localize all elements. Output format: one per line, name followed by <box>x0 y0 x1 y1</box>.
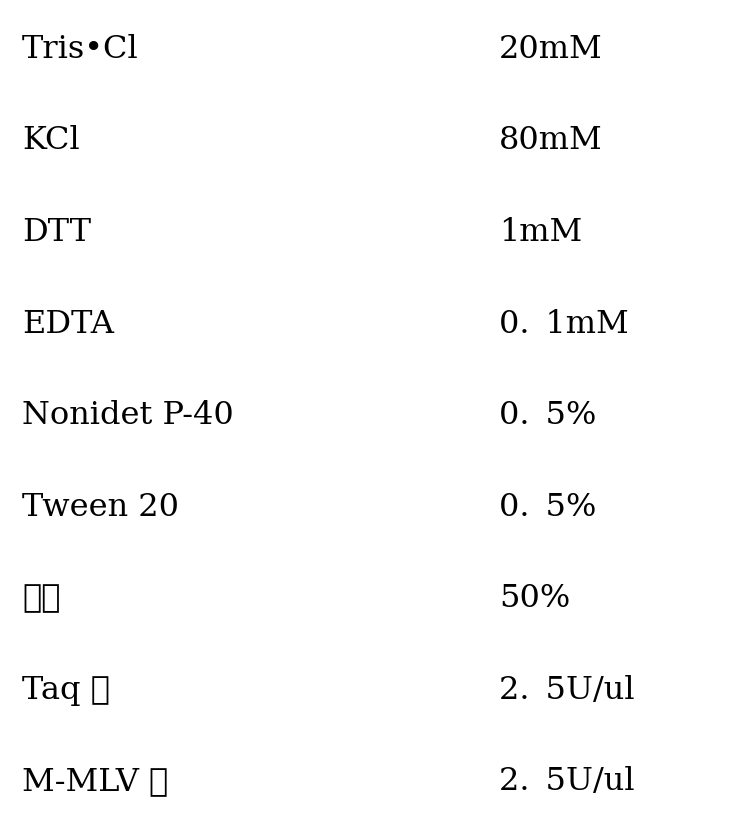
Text: 20mM: 20mM <box>499 34 603 65</box>
Text: KCl: KCl <box>22 125 80 156</box>
Text: EDTA: EDTA <box>22 309 114 340</box>
Text: 2. 5U/ul: 2. 5U/ul <box>499 675 635 706</box>
Text: 0. 5%: 0. 5% <box>499 491 597 523</box>
Text: 50%: 50% <box>499 584 570 614</box>
Text: 1mM: 1mM <box>499 217 582 248</box>
Text: 80mM: 80mM <box>499 125 603 156</box>
Text: Tween 20: Tween 20 <box>22 491 179 523</box>
Text: 甘油: 甘油 <box>22 584 60 614</box>
Text: DTT: DTT <box>22 217 91 248</box>
Text: Nonidet P-40: Nonidet P-40 <box>22 400 233 431</box>
Text: 0. 5%: 0. 5% <box>499 400 597 431</box>
Text: 2. 5U/ul: 2. 5U/ul <box>499 766 635 797</box>
Text: Tris•Cl: Tris•Cl <box>22 34 139 65</box>
Text: Taq 酶: Taq 酶 <box>22 675 110 706</box>
Text: M-MLV 酶: M-MLV 酶 <box>22 766 168 797</box>
Text: 0. 1mM: 0. 1mM <box>499 309 629 340</box>
